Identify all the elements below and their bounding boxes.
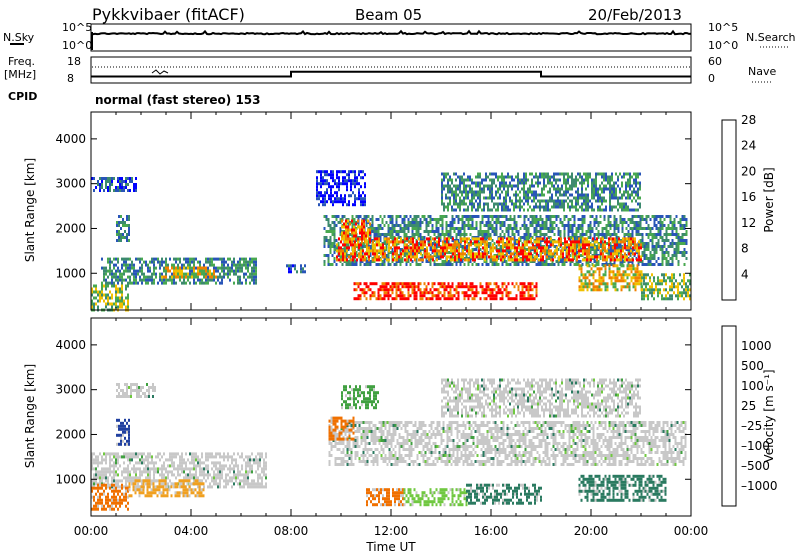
time-xtick-label: 12:00 [374, 524, 409, 538]
power-echo-band-3 [161, 266, 217, 279]
power-ytick-label: 2000 [55, 221, 86, 235]
velocity-echo-band-9 [466, 483, 542, 505]
station-title: Pykkvibaer (fitACF) [92, 5, 245, 24]
beam-title: Beam 05 [355, 6, 422, 24]
time-xlabel: Time UT [365, 540, 416, 554]
power-echo-band-11 [578, 264, 643, 292]
power-colorbar-tick: 28 [741, 113, 756, 127]
time-xtick-label: 04:00 [174, 524, 209, 538]
power-colorbar-tick: 16 [741, 190, 756, 204]
freq-unit: [MHz] [4, 68, 36, 81]
nsearch-tick-bottom: 10^0 [708, 39, 738, 52]
velocity-colorbar-tick: 100 [741, 379, 764, 393]
velocity-echo-band-7 [366, 488, 404, 507]
velocity-echoes [91, 378, 687, 511]
power-colorbar-tick: 12 [741, 216, 756, 230]
power-colorbar-tick: 24 [741, 139, 756, 153]
velocity-echo-band-6 [441, 378, 641, 418]
velocity-colorbar-tick: 25 [741, 399, 756, 413]
power-echo-band-10 [441, 172, 641, 212]
nsearch-tick-top: 10^5 [708, 21, 738, 34]
nsky-trace [90, 29, 692, 36]
date-title: 20/Feb/2013 [588, 6, 682, 24]
power-cbar-label: Power [dB] [762, 167, 776, 232]
velocity-echo-band-1 [116, 383, 156, 398]
velocity-y-axis: 4000 3000 2000 1000 [55, 318, 692, 516]
power-ytick-label: 3000 [55, 177, 86, 191]
power-echo-band-4 [91, 284, 129, 312]
velocity-colorbar-tick: –500 [741, 459, 770, 473]
nsearch-label: N.Search [746, 31, 796, 44]
time-xtick-label: 20:00 [574, 524, 609, 538]
power-colorbar-tick: 8 [741, 242, 749, 256]
velocity-ylabel: Slant Range [km] [23, 364, 37, 468]
time-xtick-label: 00:00 [674, 524, 709, 538]
time-xtick-label: 00:00 [74, 524, 109, 538]
velocity-colorbar-tick: –1000 [741, 479, 778, 493]
nsky-panel: N.Sky 10^5 10^0 10^5 10^0 N.Search [3, 21, 796, 52]
time-xtick-label: 16:00 [474, 524, 509, 538]
velocity-echo-band-5 [328, 421, 687, 466]
nsky-tick-top: 10^5 [62, 21, 92, 34]
velocity-echo-band-4 [128, 479, 205, 498]
power-echo-band-13 [316, 170, 366, 207]
power-echoes [91, 170, 691, 312]
velocity-echo-band-12 [341, 385, 379, 410]
cpid-label: CPID [8, 90, 37, 103]
nsky-label: N.Sky [3, 31, 35, 44]
velocity-colorbar-tick: –25 [741, 419, 762, 433]
power-panel: 4000 3000 2000 1000 Slant Range [km] 28 24 20… [23, 111, 776, 312]
nave-label: Nave [748, 65, 776, 78]
power-ytick-label: 4000 [55, 132, 86, 146]
velocity-colorbar-tick: 1000 [741, 339, 772, 353]
freq-tick-top: 18 [67, 55, 81, 68]
velocity-ytick-label: 3000 [55, 383, 86, 397]
power-ytick-label: 1000 [55, 266, 86, 280]
velocity-colorbar: 1000 500 100 25 –25 –100 –500 –1000 [721, 325, 778, 507]
power-colorbar-tick: 20 [741, 164, 756, 178]
velocity-ytick-label: 2000 [55, 427, 86, 441]
velocity-echo-band-2 [116, 418, 130, 446]
freq-tick-bottom: 8 [67, 72, 74, 85]
power-ylabel: Slant Range [km] [23, 158, 37, 262]
freq-trace [91, 70, 691, 78]
velocity-echo-band-11 [328, 416, 355, 441]
velocity-echo-band-8 [403, 488, 468, 507]
time-xtick-label: 08:00 [274, 524, 309, 538]
velocity-colorbar-tick: 500 [741, 359, 764, 373]
power-echo-band-2 [101, 257, 257, 285]
cpid-value: normal (fast stereo) 153 [95, 93, 261, 107]
freq-panel: Freq. [MHz] 18 8 60 0 Nave [4, 55, 776, 85]
power-echo-band-12 [641, 273, 691, 301]
power-echo-band-1 [116, 215, 130, 242]
power-echo-band-0 [91, 177, 137, 192]
power-colorbar: 28 24 20 16 12 8 4 [721, 113, 756, 301]
nsky-tick-bottom: 10^0 [62, 39, 92, 52]
velocity-echo-band-3 [91, 483, 129, 511]
nave-tick-bottom: 0 [708, 72, 715, 85]
velocity-echo-band-10 [578, 474, 667, 502]
velocity-cbar-label: Velocity [m s⁻¹] [762, 369, 776, 462]
freq-label: Freq. [8, 55, 35, 68]
velocity-echo-band-0 [91, 452, 267, 489]
velocity-ytick-label: 4000 [55, 338, 86, 352]
velocity-colorbar-tick: –100 [741, 439, 770, 453]
power-echo-band-8 [341, 219, 371, 244]
velocity-ytick-label: 1000 [55, 472, 86, 486]
power-echo-band-7 [336, 237, 642, 262]
power-echo-band-9 [353, 282, 538, 301]
nave-tick-top: 60 [708, 55, 722, 68]
power-echo-band-5 [286, 264, 306, 274]
power-colorbar-tick: 4 [741, 267, 749, 281]
power-y-axis: 4000 3000 2000 1000 [55, 112, 692, 310]
time-x-axis: 00:00 04:00 08:00 12:00 16:00 20:00 00:00 [74, 524, 709, 538]
